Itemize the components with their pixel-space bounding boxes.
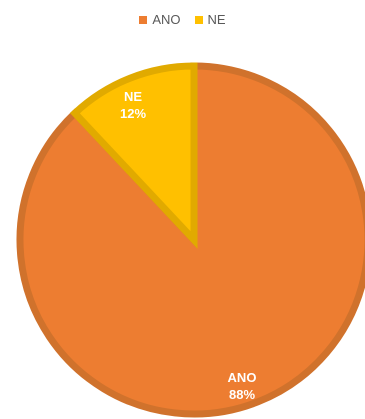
legend-item-ne: NE — [194, 12, 226, 27]
data-label-value-ano: 88% — [229, 387, 255, 402]
legend-swatch-ano — [139, 15, 148, 24]
legend-swatch-ne — [194, 15, 203, 24]
legend-label-ano: ANO — [152, 12, 181, 27]
data-label-value-ne: 12% — [120, 106, 146, 121]
pie-slice-ne — [69, 62, 198, 249]
data-label-name-ano: ANO — [228, 370, 257, 385]
legend-item-ano: ANO — [139, 12, 181, 27]
data-label-name-ne: NE — [124, 89, 142, 104]
chart-legend: ANO NE — [0, 12, 365, 27]
legend-label-ne: NE — [207, 12, 226, 27]
